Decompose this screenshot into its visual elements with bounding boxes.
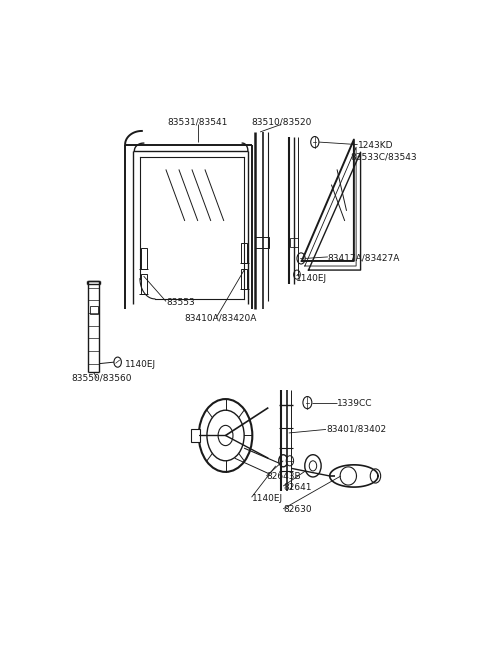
Bar <box>141 248 147 269</box>
Text: 82641: 82641 <box>283 483 312 492</box>
Circle shape <box>305 455 321 477</box>
Text: 1140EJ: 1140EJ <box>296 274 327 283</box>
Circle shape <box>294 270 300 279</box>
Text: 1140EJ: 1140EJ <box>252 494 283 503</box>
Bar <box>90 306 98 314</box>
Bar <box>290 238 298 247</box>
Bar <box>192 430 200 442</box>
Circle shape <box>303 397 312 409</box>
Circle shape <box>114 357 121 367</box>
Text: 83417A/83427A: 83417A/83427A <box>328 254 400 263</box>
Text: 82630: 82630 <box>283 505 312 514</box>
Text: 83410A/83420A: 83410A/83420A <box>185 313 257 322</box>
Circle shape <box>199 399 252 472</box>
Text: 1339CC: 1339CC <box>337 399 372 408</box>
Bar <box>254 237 269 248</box>
Text: 83510/83520: 83510/83520 <box>251 118 312 126</box>
Circle shape <box>286 456 294 466</box>
Text: 83531/83541: 83531/83541 <box>168 118 228 126</box>
Circle shape <box>309 461 317 471</box>
Text: 83401/83402: 83401/83402 <box>326 425 386 434</box>
Circle shape <box>297 253 305 264</box>
Circle shape <box>207 410 244 461</box>
Circle shape <box>370 469 381 483</box>
Bar <box>141 273 147 294</box>
Bar <box>241 269 247 289</box>
Text: 83533C/83543: 83533C/83543 <box>350 153 417 162</box>
Text: 1140EJ: 1140EJ <box>125 360 156 369</box>
Circle shape <box>218 425 233 445</box>
Text: 1243KD: 1243KD <box>358 141 393 150</box>
Bar <box>241 243 247 263</box>
Circle shape <box>311 137 319 148</box>
Text: 82643B: 82643B <box>266 472 301 482</box>
Text: 83553: 83553 <box>166 298 195 307</box>
Text: 83550/83560: 83550/83560 <box>71 374 132 383</box>
